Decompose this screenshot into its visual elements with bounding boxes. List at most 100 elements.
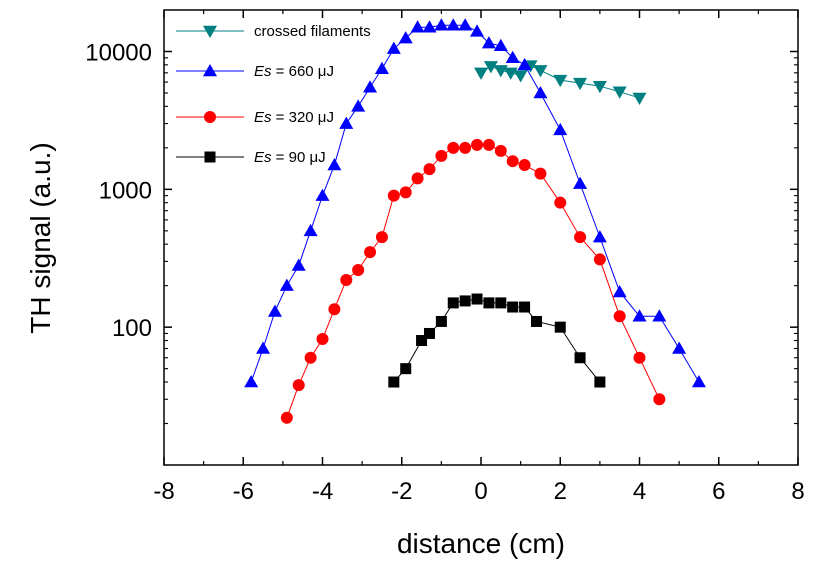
data-point bbox=[315, 188, 330, 201]
data-point bbox=[422, 20, 437, 33]
data-point bbox=[519, 301, 531, 313]
series-1 bbox=[244, 18, 706, 388]
data-point bbox=[593, 253, 606, 266]
data-point bbox=[374, 61, 389, 74]
x-tick-label: -8 bbox=[153, 478, 174, 505]
legend-item: Es = 90 μJ bbox=[176, 149, 326, 166]
x-tick-label: -2 bbox=[391, 478, 412, 505]
data-point bbox=[474, 67, 488, 80]
data-point bbox=[446, 18, 461, 31]
series-line bbox=[286, 144, 660, 418]
data-point bbox=[632, 309, 647, 322]
legend-item: Es = 660 μJ bbox=[176, 63, 334, 80]
data-point bbox=[459, 141, 472, 154]
data-point bbox=[592, 230, 607, 243]
data-point bbox=[518, 159, 531, 172]
data-point bbox=[592, 80, 607, 94]
data-point bbox=[505, 50, 520, 64]
data-point bbox=[327, 158, 342, 171]
data-point bbox=[483, 297, 495, 309]
x-tick-label: -6 bbox=[233, 478, 254, 505]
data-point bbox=[316, 333, 329, 346]
data-point bbox=[280, 411, 293, 424]
data-point bbox=[495, 297, 507, 309]
data-point bbox=[388, 376, 400, 388]
y-tick-label: 100 bbox=[112, 315, 152, 342]
y-tick-label: 1000 bbox=[99, 177, 152, 204]
data-point bbox=[554, 321, 566, 333]
data-point bbox=[435, 315, 447, 327]
data-point bbox=[672, 341, 687, 354]
legend-label: Es = 660 μJ bbox=[254, 63, 334, 80]
data-point bbox=[506, 155, 519, 168]
data-point bbox=[447, 141, 460, 154]
legend-marker bbox=[203, 25, 217, 38]
data-point bbox=[573, 176, 588, 189]
data-point bbox=[328, 303, 341, 316]
legend-marker bbox=[204, 111, 216, 123]
legend-label: Es = 320 μJ bbox=[254, 109, 334, 126]
series-3 bbox=[388, 293, 606, 388]
legend-marker bbox=[203, 64, 217, 77]
data-point bbox=[291, 258, 306, 271]
y-axis-title: TH signal (a.u.) bbox=[25, 142, 56, 333]
data-point bbox=[386, 41, 401, 54]
x-tick-label: 0 bbox=[474, 478, 487, 505]
data-point bbox=[612, 284, 627, 298]
y-tick-label: 10000 bbox=[85, 39, 152, 66]
data-point bbox=[423, 163, 436, 176]
data-point bbox=[304, 351, 317, 364]
x-axis-title: distance (cm) bbox=[397, 528, 565, 559]
x-tick-label: 6 bbox=[712, 478, 725, 505]
data-point bbox=[256, 341, 271, 354]
data-point bbox=[400, 363, 412, 375]
data-point bbox=[340, 273, 353, 286]
data-point bbox=[554, 196, 567, 209]
data-point bbox=[399, 186, 412, 199]
series-0 bbox=[474, 60, 647, 105]
legend-item: Es = 320 μJ bbox=[176, 109, 334, 126]
x-tick-label: -4 bbox=[312, 478, 333, 505]
data-point bbox=[553, 122, 568, 136]
data-point bbox=[632, 92, 647, 105]
data-point bbox=[434, 18, 449, 31]
data-point bbox=[363, 80, 378, 93]
data-point bbox=[574, 231, 587, 244]
data-point bbox=[481, 36, 496, 49]
data-point bbox=[530, 315, 542, 327]
data-point bbox=[483, 61, 498, 74]
data-point bbox=[612, 86, 627, 99]
data-point bbox=[244, 375, 259, 388]
data-point bbox=[447, 297, 459, 309]
data-point bbox=[303, 223, 318, 237]
data-point bbox=[517, 57, 532, 71]
data-point bbox=[653, 393, 666, 406]
data-point bbox=[533, 85, 548, 99]
data-point bbox=[507, 301, 519, 313]
legend-label: crossed filaments bbox=[254, 23, 371, 40]
data-point bbox=[410, 20, 425, 33]
x-tick-label: 8 bbox=[791, 478, 804, 505]
axis-ticks bbox=[163, 10, 799, 465]
data-point bbox=[398, 31, 413, 44]
series-2 bbox=[280, 138, 666, 424]
data-point bbox=[594, 376, 606, 388]
data-point bbox=[513, 70, 528, 83]
legend-item: crossed filaments bbox=[176, 23, 371, 40]
data-point bbox=[553, 74, 568, 88]
data-point bbox=[458, 18, 473, 31]
axis-tick-labels: -8 -6 -4 -2 0 2 4 6 8 100 1000 10000 bbox=[85, 39, 804, 505]
data-point bbox=[339, 116, 354, 129]
data-point bbox=[471, 138, 484, 151]
data-point bbox=[292, 379, 305, 392]
data-point bbox=[471, 293, 483, 305]
data-point bbox=[633, 351, 646, 364]
data-point bbox=[364, 246, 377, 259]
data-point bbox=[482, 138, 495, 151]
data-point bbox=[435, 149, 448, 162]
data-point bbox=[574, 352, 586, 364]
data-point bbox=[494, 144, 507, 157]
data-point bbox=[387, 189, 400, 202]
data-point bbox=[279, 278, 294, 291]
